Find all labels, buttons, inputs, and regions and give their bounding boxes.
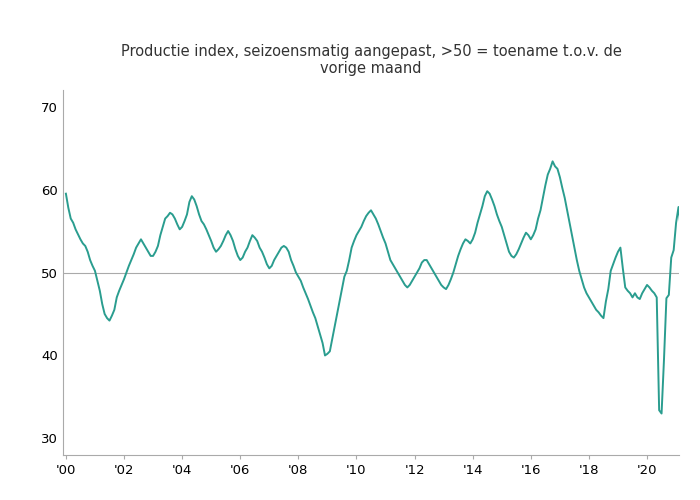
Title: Productie index, seizoensmatig aangepast, >50 = toename t.o.v. de
vorige maand: Productie index, seizoensmatig aangepast… [120, 44, 622, 76]
